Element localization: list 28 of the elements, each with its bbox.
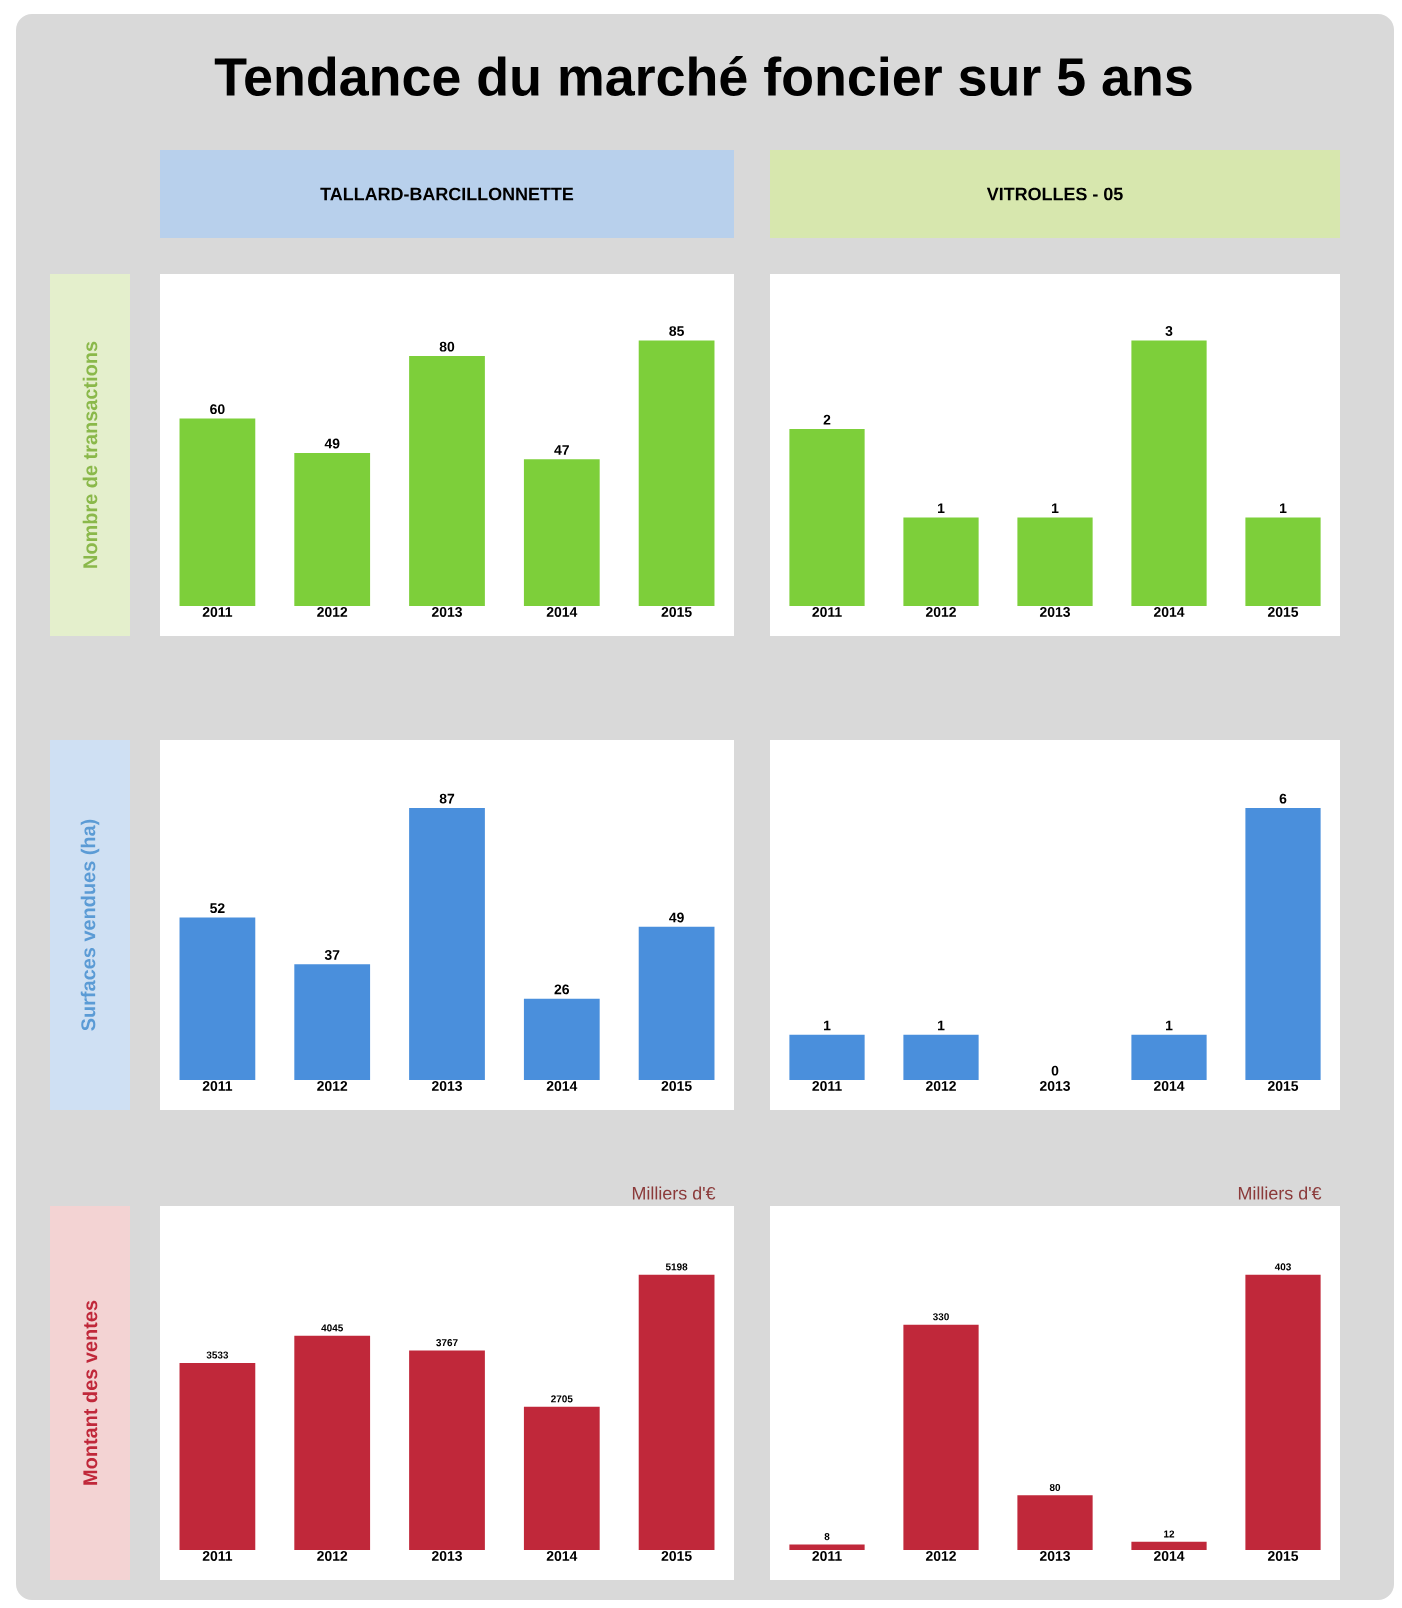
bar [1245,1274,1321,1550]
bar [638,1274,715,1550]
bar [903,1324,979,1550]
bar [409,1350,485,1550]
chart-title: VITROLLES - 05 [986,187,1123,201]
bar [789,1544,865,1550]
bar [638,926,715,1080]
y-axis-title: Nombre de transactions [82,341,98,568]
text: Tendance du marché foncier sur 5 ans [214,55,1192,96]
bar [294,452,371,606]
text: Milliers d'€ [1238,1186,1322,1200]
y-axis-title: Montant des ventes [82,1300,98,1485]
bar [1017,1495,1093,1550]
bar [409,807,485,1080]
bar [294,964,371,1080]
bar [294,1335,371,1550]
bar [523,998,600,1080]
bar [638,340,715,606]
bar [179,418,256,606]
text: Milliers d'€ [632,1186,716,1200]
bar [1131,1541,1207,1550]
chart-title: TALLARD-BARCILLONNETTE [320,187,574,201]
bar [179,917,256,1080]
bar [523,459,600,606]
bar [179,1362,256,1550]
bar [523,1406,600,1550]
y-axis-title: Surfaces vendues (ha) [80,819,100,1031]
bar [409,356,485,606]
